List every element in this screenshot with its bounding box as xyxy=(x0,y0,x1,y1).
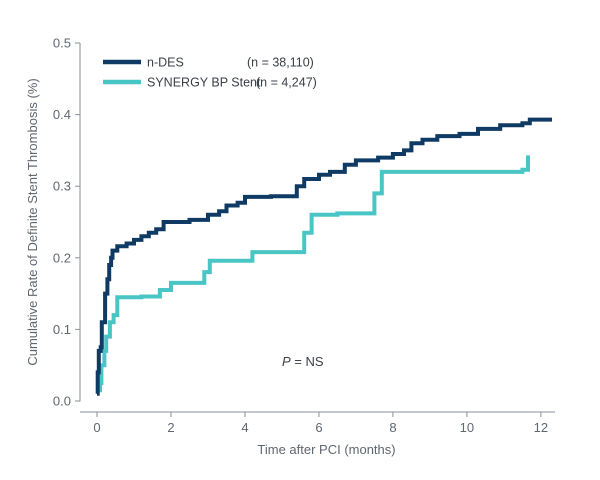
x-tick-label: 0 xyxy=(93,420,100,435)
legend-label-n-des: n-DES xyxy=(147,56,184,70)
y-tick-label: 0.2 xyxy=(53,250,71,265)
legend-count-n-des: (n = 38,110) xyxy=(247,56,314,70)
legend-count-synergy-bp-stent: (n = 4,247) xyxy=(256,76,317,90)
y-ticks: 0.0 0.1 0.2 0.3 0.4 0.5 xyxy=(53,36,80,409)
x-tick-label: 8 xyxy=(389,420,396,435)
legend: n-DES (n = 38,110) SYNERGY BP Stent (n =… xyxy=(103,56,317,90)
x-tick-label: 12 xyxy=(534,420,548,435)
p-value-annotation: P = NS xyxy=(282,354,324,369)
series-line-synergy-bp-stent xyxy=(97,155,530,393)
y-axis-title: Cumulative Rate of Definite Stent Thromb… xyxy=(25,78,40,365)
y-tick-label: 0.3 xyxy=(53,179,71,194)
y-tick-label: 0.4 xyxy=(53,107,71,122)
y-tick-label: 0.5 xyxy=(53,36,71,51)
x-tick-label: 10 xyxy=(460,420,474,435)
series-line-n-des xyxy=(95,117,552,396)
p-symbol: P xyxy=(282,354,291,369)
y-tick-label: 0.0 xyxy=(53,394,71,409)
x-axis-title: Time after PCI (months) xyxy=(257,442,395,457)
x-tick-label: 2 xyxy=(167,420,174,435)
x-ticks: 0 2 4 6 8 10 12 xyxy=(93,412,548,435)
p-value-text: = NS xyxy=(291,354,324,369)
axes xyxy=(79,43,555,413)
x-tick-label: 4 xyxy=(241,420,248,435)
y-tick-label: 0.1 xyxy=(53,322,71,337)
legend-label-synergy-bp-stent: SYNERGY BP Stent xyxy=(147,76,261,90)
series-lines xyxy=(95,117,552,396)
x-tick-label: 6 xyxy=(315,420,322,435)
